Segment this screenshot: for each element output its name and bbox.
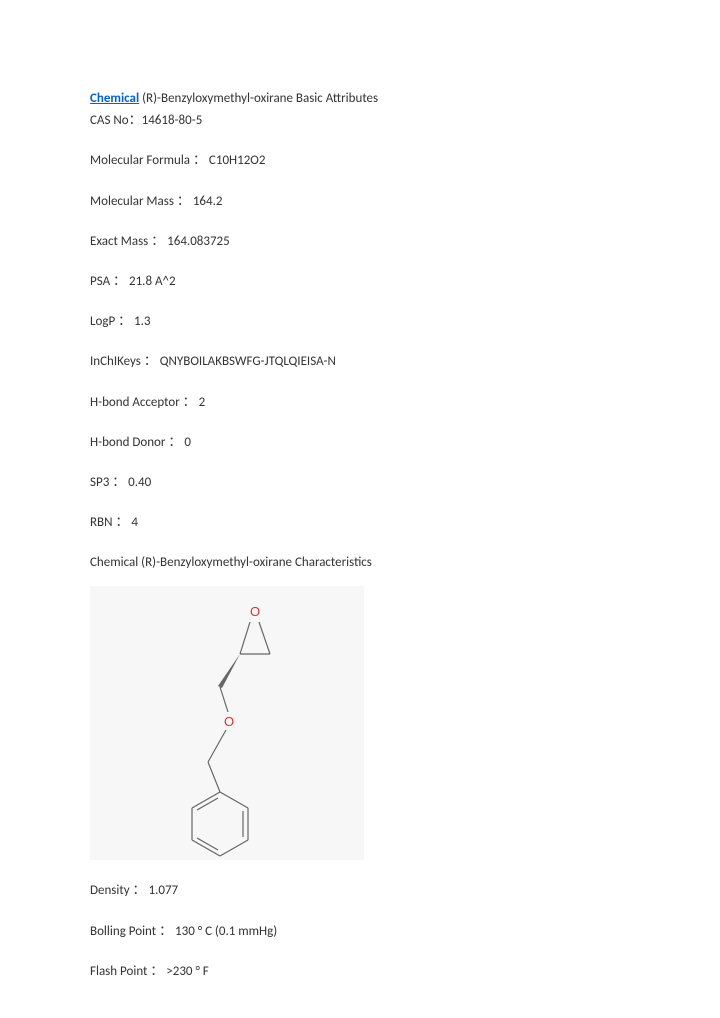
property-value: 164.2 [193,194,223,209]
property-label: LogP ： [90,314,134,329]
oxygen-label-top: O [250,604,260,619]
property-label: H-bond Donor ： [90,435,184,450]
property-value: 130 ° C (0.1 mmHg) [175,924,277,939]
property-value: 4 [131,515,138,530]
title-suffix: (R)-Benzyloxymethyl-oxirane Basic Attrib… [139,91,378,106]
property-label: Bolling Point ： [90,924,175,939]
cas-value: 14618-80-5 [142,113,203,128]
property-row: Density ： 1.077 [90,882,630,900]
property-label: Flash Point ： [90,964,166,979]
chemical-link[interactable]: Chemical [90,91,139,106]
characteristics-heading: Chemical (R)-Benzyloxymethyl-oxirane Cha… [90,554,630,572]
property-value: 0 [184,435,191,450]
property-row: Exact Mass ： 164.083725 [90,233,630,251]
property-value: 1.3 [134,314,150,329]
property-row: PSA ： 21.8 A^2 [90,273,630,291]
property-value: 164.083725 [167,234,230,249]
property-row: Flash Point ： >230 ° F [90,963,630,981]
property-label: SP3 ： [90,475,128,490]
property-row: RBN ： 4 [90,514,630,532]
property-value: C10H12O2 [209,153,266,168]
structure-image: O O [90,586,364,860]
property-row: SP3 ： 0.40 [90,474,630,492]
property-label: Molecular Mass ： [90,194,193,209]
page-title: Chemical (R)-Benzyloxymethyl-oxirane Bas… [90,90,630,108]
property-label: H-bond Acceptor ： [90,395,199,410]
property-row: Bolling Point ： 130 ° C (0.1 mmHg) [90,923,630,941]
property-value: 21.8 A^2 [129,274,176,289]
property-row: Molecular Mass ： 164.2 [90,193,630,211]
property-value: >230 ° F [166,964,209,979]
property-label: InChIKeys ： [90,354,160,369]
property-value: 0.40 [128,475,151,490]
property-label: Molecular Formula ： [90,153,209,168]
property-label: RBN ： [90,515,131,530]
property-value: QNYBOILAKBSWFG-JTQLQIEISA-N [160,354,336,369]
property-label: PSA ： [90,274,129,289]
cas-row: CAS No：14618-80-5 [90,112,630,130]
property-row: H-bond Donor ： 0 [90,434,630,452]
property-row: H-bond Acceptor ： 2 [90,394,630,412]
property-label: Density ： [90,883,148,898]
oxygen-label-mid: O [224,714,234,729]
property-row: Molecular Formula ： C10H12O2 [90,152,630,170]
property-row: LogP ： 1.3 [90,313,630,331]
property-value: 2 [199,395,206,410]
property-row: InChIKeys ： QNYBOILAKBSWFG-JTQLQIEISA-N [90,353,630,371]
property-label: Exact Mass ： [90,234,167,249]
cas-label: CAS No： [90,113,142,128]
property-value: 1.077 [148,883,178,898]
